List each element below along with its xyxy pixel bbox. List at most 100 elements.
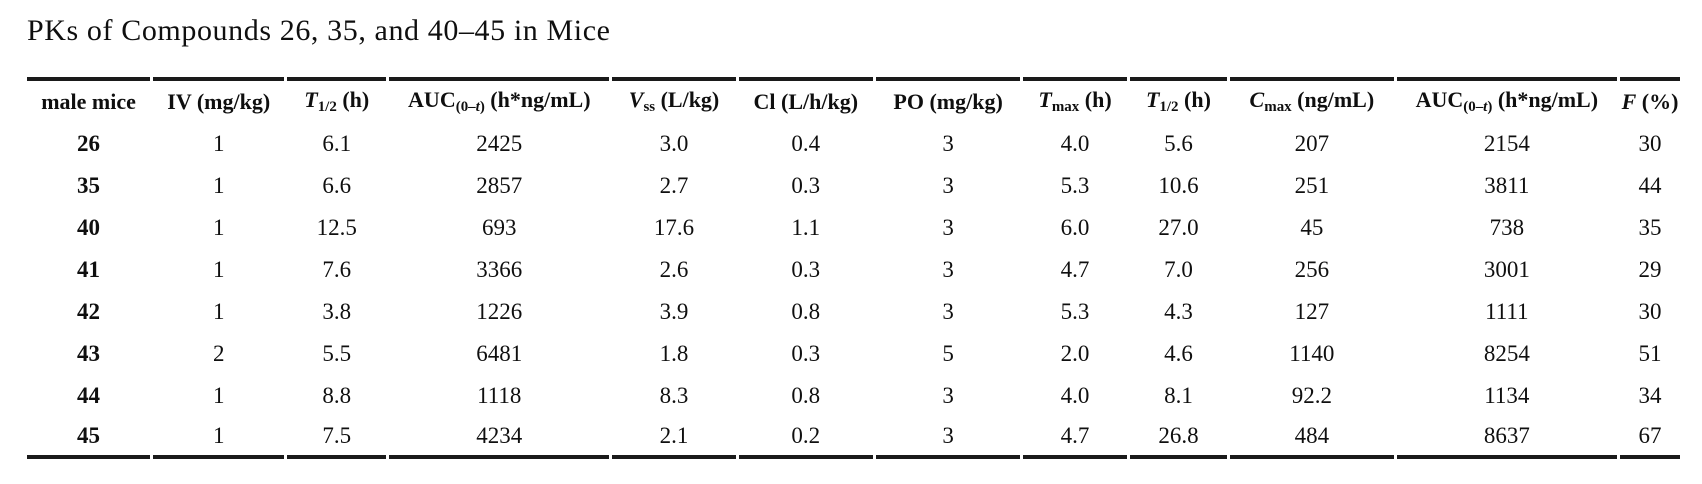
cell-iv-dose: 1 (212, 215, 225, 240)
cell-vss: 8.3 (659, 383, 689, 408)
cell-f-percent: 67 (1619, 417, 1680, 459)
cell-iv-dose: 1 (153, 417, 285, 459)
cell-tmax: 4.7 (1060, 257, 1090, 282)
cell-cl: 0.4 (791, 131, 821, 156)
col-header-cmax: Cmax (ng/mL) (1230, 77, 1394, 123)
header-segment: (h*ng/mL) (1492, 87, 1599, 113)
cell-tmax: 4.7 (1023, 417, 1127, 459)
cell-iv-auc: 693 (482, 215, 517, 240)
cell-cmax: 92.2 (1291, 383, 1332, 408)
header-segment: AUC (408, 87, 456, 113)
header-segment: (h*ng/mL) (484, 87, 591, 113)
cell-tmax: 6.0 (1060, 215, 1090, 240)
compound-id: 44 (77, 383, 101, 408)
cell-cl: 0.8 (791, 299, 821, 324)
table-body: 26 1 6.1 2425 3.0 0.4 3 4.0 5.6 207 2154 30 35 1 6.6 28… (27, 123, 1680, 459)
cell-po-dose: 3 (942, 131, 954, 156)
header-segment: ) (1487, 99, 1493, 116)
col-header-iv-dose: IV (mg/kg) (153, 77, 285, 123)
header-segment: T (304, 87, 318, 113)
header-segment: (h) (336, 87, 370, 113)
cell-cl: 0.3 (791, 173, 821, 198)
cell-cmax: 207 (1294, 131, 1330, 156)
col-header-f-percent: F (%) (1619, 77, 1680, 123)
cell-po-t-half: 4.6 (1164, 341, 1193, 366)
cell-po-auc: 8254 (1483, 341, 1530, 366)
header-segment: (h) (1178, 87, 1211, 113)
cell-po-t-half: 26.8 (1129, 417, 1228, 459)
cell-f-percent: 35 (1638, 215, 1662, 240)
cell-cl: 0.3 (791, 257, 821, 282)
col-header-iv-t-half: T1/2 (h) (287, 77, 387, 123)
cell-iv-t-half: 5.5 (322, 341, 352, 366)
cell-po-dose: 3 (942, 299, 954, 324)
header-segment: AUC (1415, 87, 1464, 113)
col-header-po-dose: PO (mg/kg) (876, 77, 1021, 123)
compound-id: 26 (77, 131, 101, 156)
table-row-35: 35 1 6.6 2857 2.7 0.3 3 5.3 10.6 251 3811 44 (27, 165, 1680, 207)
cell-tmax: 5.3 (1060, 173, 1090, 198)
cell-cmax: 1140 (1289, 341, 1335, 366)
table-row-41: 41 1 7.6 3366 2.6 0.3 3 4.7 7.0 256 3001 29 (27, 249, 1680, 291)
header-segment: V (628, 87, 644, 113)
header-segment: ss (643, 99, 656, 116)
cell-po-t-half: 27.0 (1158, 215, 1199, 240)
cell-iv-t-half: 6.1 (322, 131, 352, 156)
cell-iv-auc: 4234 (389, 417, 610, 459)
header-segment: F (1621, 89, 1637, 114)
cell-iv-dose: 1 (212, 131, 225, 156)
table-row-26: 26 1 6.1 2425 3.0 0.4 3 4.0 5.6 207 2154 30 (27, 123, 1680, 165)
cell-po-dose: 3 (942, 173, 954, 198)
header-segment: 1/2 (317, 99, 337, 116)
table-row-45: 45 1 7.5 4234 2.1 0.2 3 4.7 26.8 484 8637 67 (27, 417, 1680, 459)
cell-tmax: 2.0 (1060, 341, 1090, 366)
cell-po-t-half: 8.1 (1164, 383, 1193, 408)
table-row-44: 44 1 8.8 1118 8.3 0.8 3 4.0 8.1 92.2 1134 34 (27, 375, 1680, 417)
cell-vss: 3.0 (659, 131, 689, 156)
cell-vss: 17.6 (653, 215, 695, 240)
cell-cmax: 45 (1300, 215, 1324, 240)
header-segment: (0– (455, 99, 476, 116)
cell-po-t-half: 7.0 (1164, 257, 1193, 282)
cell-f-percent: 51 (1638, 341, 1662, 366)
cell-cmax: 251 (1294, 173, 1330, 198)
cell-tmax: 4.0 (1060, 383, 1090, 408)
cell-po-auc: 1111 (1485, 299, 1529, 324)
cell-po-dose: 3 (942, 383, 954, 408)
cell-po-t-half: 4.3 (1164, 299, 1193, 324)
compound-id: 35 (77, 173, 101, 198)
header-segment: (L/kg) (655, 87, 720, 113)
cell-cmax: 127 (1294, 299, 1330, 324)
cell-f-percent: 29 (1638, 257, 1662, 282)
header-segment: ) (479, 99, 485, 116)
cell-cmax: 484 (1230, 417, 1394, 459)
cell-iv-auc: 2425 (476, 131, 523, 156)
cell-iv-dose: 1 (212, 257, 225, 282)
cell-f-percent: 44 (1638, 173, 1662, 198)
header-segment: (ng/mL) (1291, 87, 1375, 113)
compound-id: 45 (27, 417, 151, 459)
cell-iv-auc: 1226 (476, 299, 523, 324)
cell-iv-auc: 3366 (476, 257, 523, 282)
header-segment: male mice (41, 89, 136, 114)
cell-cl: 0.3 (791, 341, 821, 366)
cell-iv-dose: 2 (212, 341, 225, 366)
cell-iv-t-half: 6.6 (322, 173, 352, 198)
header-segment: PO (mg/kg) (893, 89, 1003, 114)
cell-iv-t-half: 7.5 (287, 417, 387, 459)
header-segment: t (475, 99, 480, 116)
cell-cmax: 256 (1294, 257, 1330, 282)
header-segment: IV (mg/kg) (167, 89, 271, 114)
cell-po-auc: 3001 (1483, 257, 1530, 282)
cell-po-dose: 5 (942, 341, 954, 366)
cell-po-dose: 3 (942, 215, 954, 240)
col-header-po-auc: AUC(0–t) (h*ng/mL) (1396, 77, 1617, 123)
table-header-row: male mice IV (mg/kg) T1/2 (h) AUC(0–t) (h*n… (27, 77, 1680, 123)
col-header-male-mice: male mice (27, 77, 151, 123)
cell-tmax: 5.3 (1060, 299, 1090, 324)
cell-f-percent: 30 (1638, 131, 1662, 156)
cell-vss: 3.9 (659, 299, 689, 324)
header-segment: T (1038, 87, 1052, 113)
cell-po-dose: 3 (942, 257, 954, 282)
